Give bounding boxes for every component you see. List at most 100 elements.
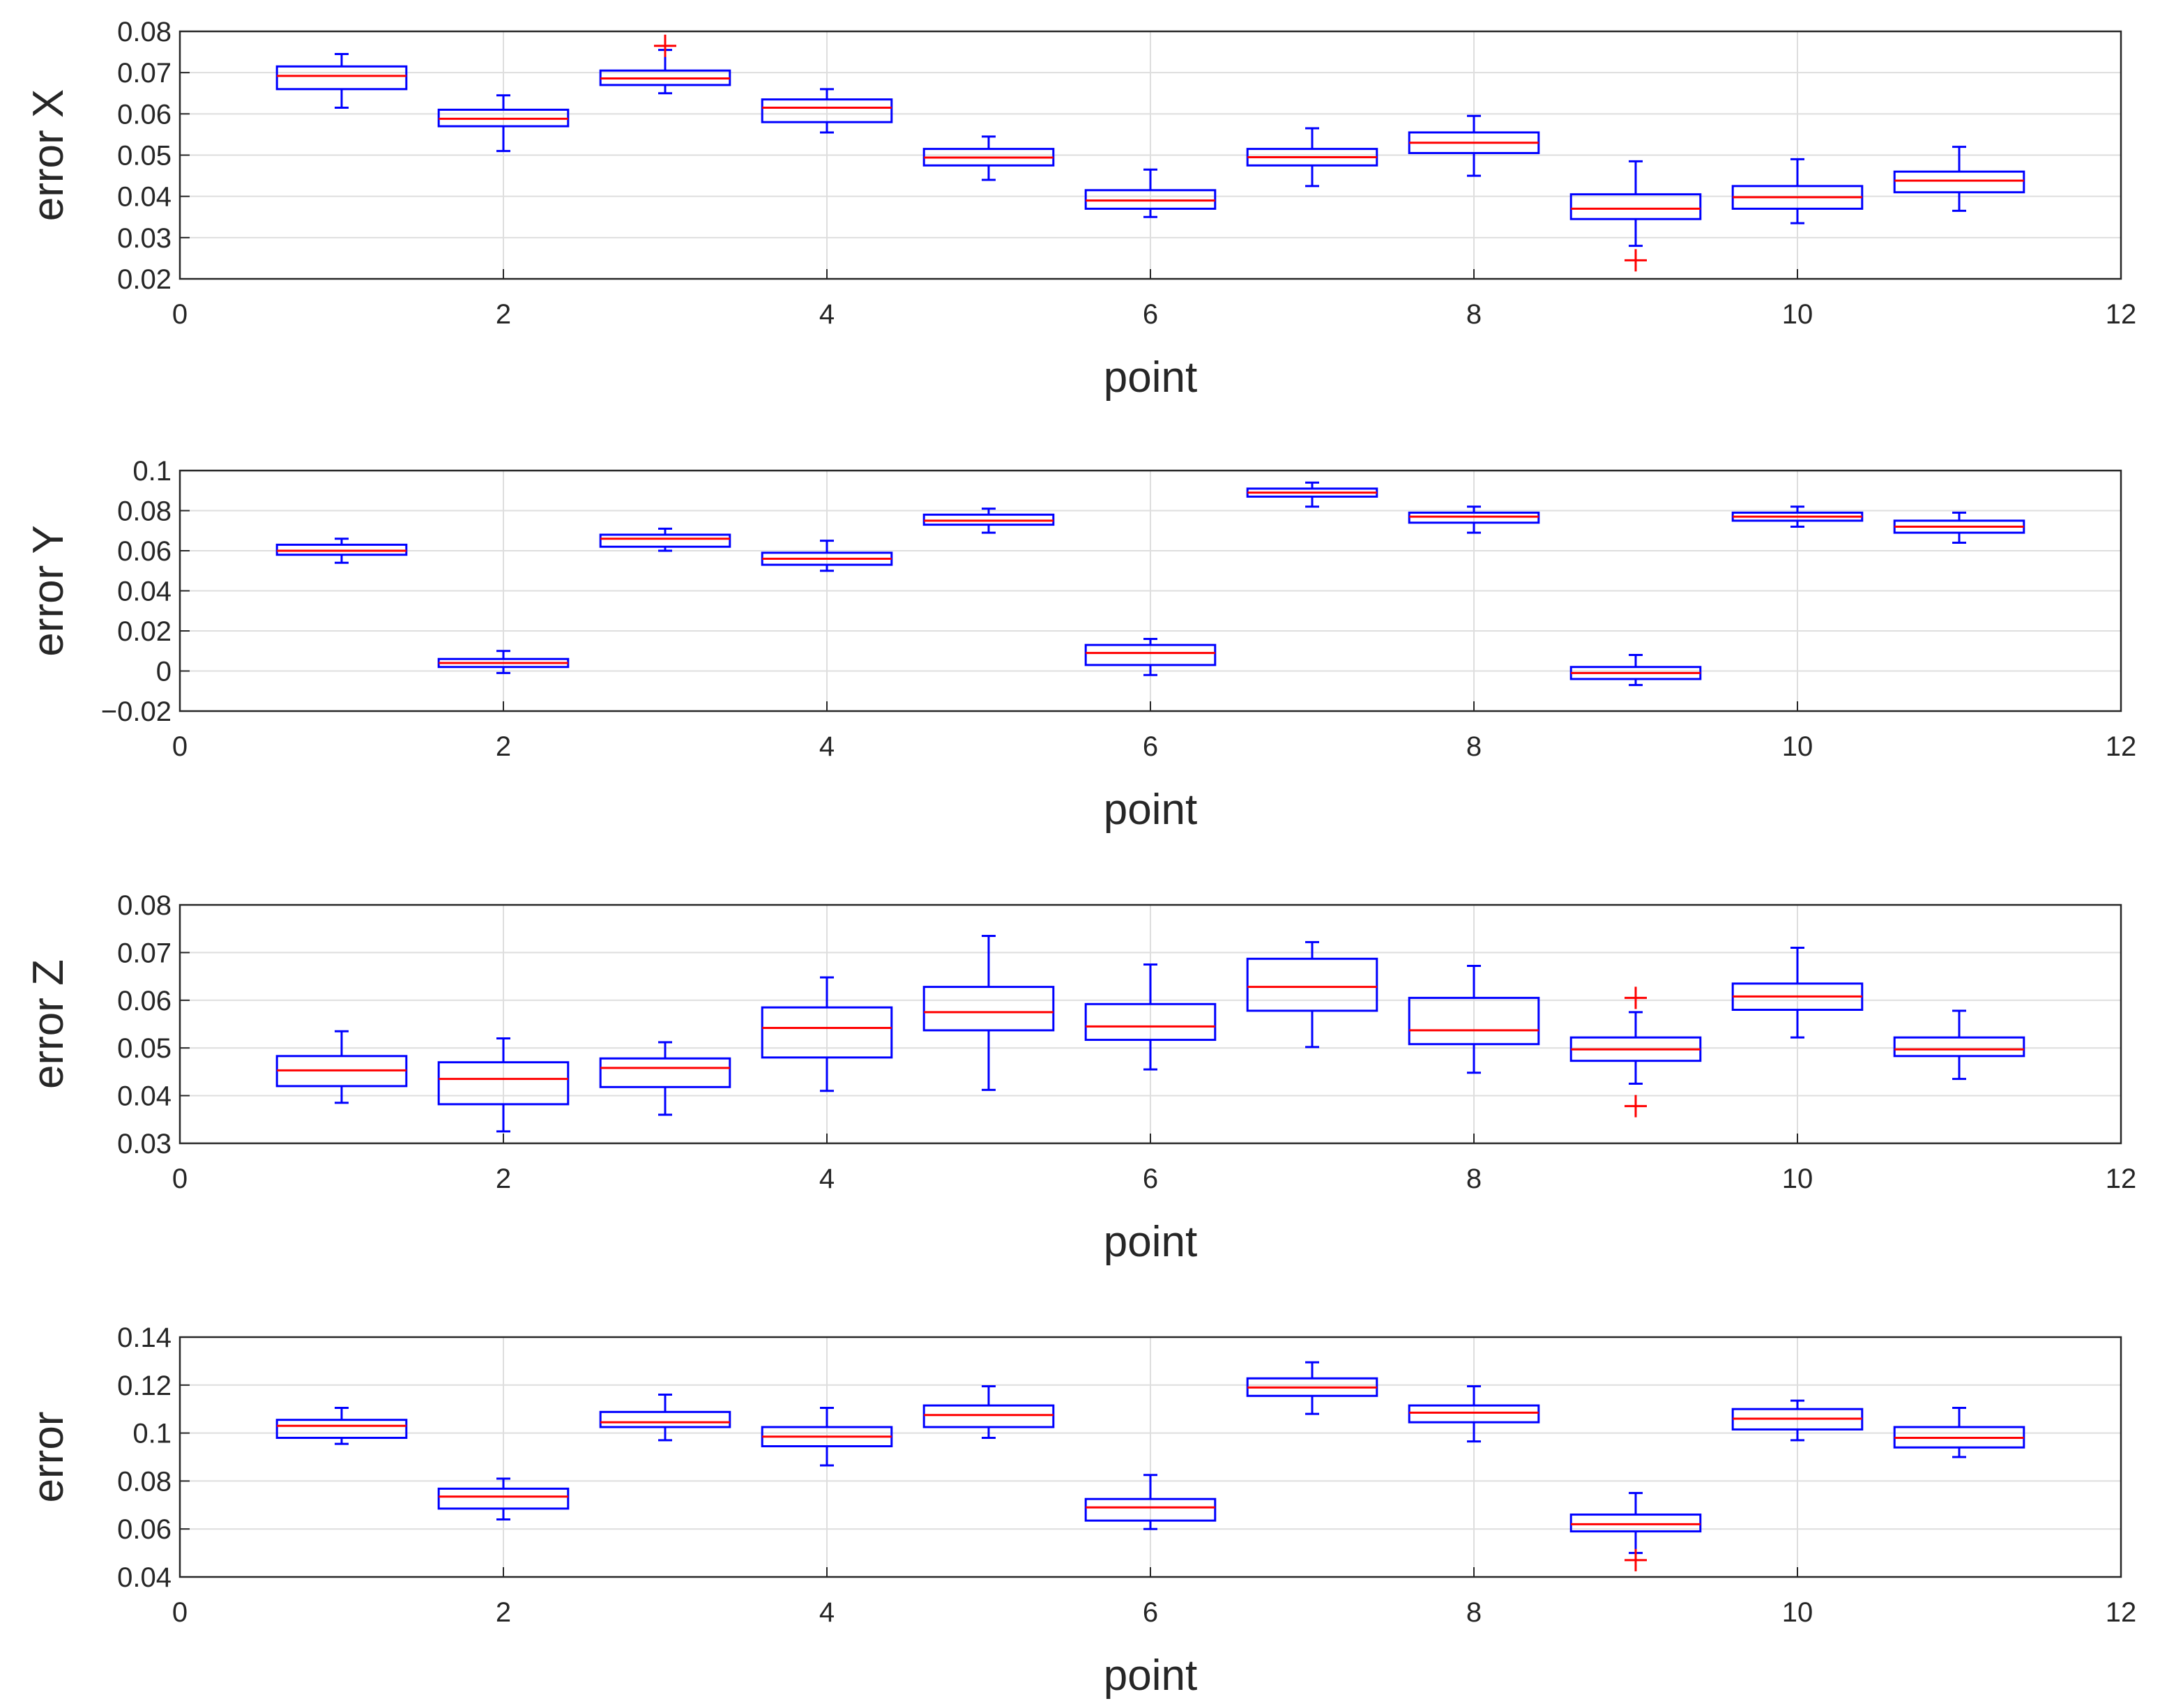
box-2 [437,94,570,153]
iqr-box [599,533,731,548]
box-10 [1731,158,1864,224]
iqr-box [1893,1036,2025,1058]
box-5 [922,135,1055,181]
box-9 [1569,160,1702,272]
box-4 [761,976,893,1092]
y-tick-label: 0 [156,657,172,687]
box-1 [275,537,408,564]
iqr-box [922,986,1055,1032]
box-8 [1408,114,1540,177]
iqr-box [1569,1513,1702,1533]
y-axis-label: error Y [24,525,73,656]
box-4 [761,88,893,134]
subplot-error-total: 0 2 4 6 8 10 12 0.04 0.06 0.08 0.1 0.12 0.14 point err… [24,1322,2136,1700]
iqr-box [599,1410,731,1428]
y-tick-label: 0.12 [117,1371,172,1401]
axes-frame [178,1336,2122,1578]
y-tick-label: 0.08 [117,890,172,921]
box-9 [1569,654,1702,687]
x-tick-label: 2 [496,299,511,330]
box-11 [1893,1406,2025,1458]
subplot-error-z: 0 2 4 6 8 10 12 0.03 0.04 0.05 0.06 0.07 0.08 point er… [24,890,2136,1266]
iqr-box [275,65,408,91]
box-8 [1408,1385,1540,1443]
y-tick-label: 0.02 [117,616,172,647]
y-tick-label: 0.08 [117,1466,172,1497]
x-tick-label: 4 [819,1597,835,1628]
box-8 [1408,965,1540,1074]
iqr-box [1893,170,2025,194]
x-tick-label: 12 [2106,731,2137,762]
box-4 [761,540,893,572]
x-tick-label: 10 [1782,731,1813,762]
box-11 [1893,146,2025,212]
x-tick-label: 2 [496,1597,511,1628]
box-3 [599,1041,731,1116]
x-tick-label: 10 [1782,299,1813,330]
x-tick-label: 0 [172,1164,188,1194]
y-tick-label: 0.14 [117,1322,172,1353]
box-2 [437,650,570,674]
box-3 [599,527,731,552]
axes-frame [178,30,2122,280]
box-6 [1084,963,1217,1071]
box-4 [761,1406,893,1467]
box-9 [1569,986,1702,1118]
iqr-box [1408,996,1540,1046]
y-axis-label: error [24,1412,73,1503]
x-tick-label: 6 [1143,299,1158,330]
subplot-error-y: 0 2 4 6 8 10 12−0.0200.020.040.060.080.1pointe… [24,456,2136,834]
subplot-error-x: 0 2 4 6 8 10 12 0.02 0.03 0.04 0.05 0.06 0.07 0.08 poi… [24,17,2136,402]
box-7 [1246,127,1378,188]
box-11 [1893,1009,2025,1081]
y-tick-label: 0.05 [117,141,172,171]
x-axis-label: point [1104,786,1197,834]
box-9 [1569,1492,1702,1571]
axes-frame [178,469,2122,712]
x-tick-label: 4 [819,299,835,330]
box-6 [1084,638,1217,676]
box-8 [1408,505,1540,534]
box-1 [275,1406,408,1445]
box-3 [599,1394,731,1442]
iqr-box [761,1006,893,1059]
x-tick-label: 2 [496,731,511,762]
x-tick-label: 12 [2106,299,2137,330]
box-10 [1731,1399,1864,1442]
axes-frame [178,903,2122,1145]
iqr-box [1084,1497,1217,1522]
y-axis-label: error X [24,89,73,221]
x-tick-label: 6 [1143,731,1158,762]
y-tick-label: −0.02 [101,696,172,727]
x-tick-label: 8 [1466,731,1482,762]
box-5 [922,1385,1055,1439]
y-tick-label: 0.03 [117,223,172,254]
iqr-box [599,1057,731,1088]
x-tick-label: 0 [172,299,188,330]
y-tick-label: 0.1 [132,1419,172,1449]
y-tick-label: 0.02 [117,264,172,295]
x-tick-label: 2 [496,1164,511,1194]
x-axis-label: point [1104,1218,1197,1266]
y-tick-label: 0.08 [117,17,172,47]
x-tick-label: 8 [1466,299,1482,330]
iqr-box [437,1487,570,1510]
iqr-box [761,98,893,123]
iqr-box [1408,1404,1540,1424]
box-6 [1084,168,1217,218]
box-10 [1731,505,1864,528]
y-tick-label: 0.06 [117,536,172,567]
y-tick-label: 0.06 [117,986,172,1016]
iqr-box [437,1061,570,1106]
iqr-box [1084,1002,1217,1042]
x-tick-label: 0 [172,731,188,762]
x-tick-label: 8 [1466,1597,1482,1628]
x-tick-label: 4 [819,1164,835,1194]
y-tick-label: 0.05 [117,1033,172,1064]
y-tick-label: 0.07 [117,58,172,89]
x-tick-label: 8 [1466,1164,1482,1194]
x-tick-label: 6 [1143,1597,1158,1628]
x-tick-label: 0 [172,1597,188,1628]
x-tick-label: 10 [1782,1164,1813,1194]
